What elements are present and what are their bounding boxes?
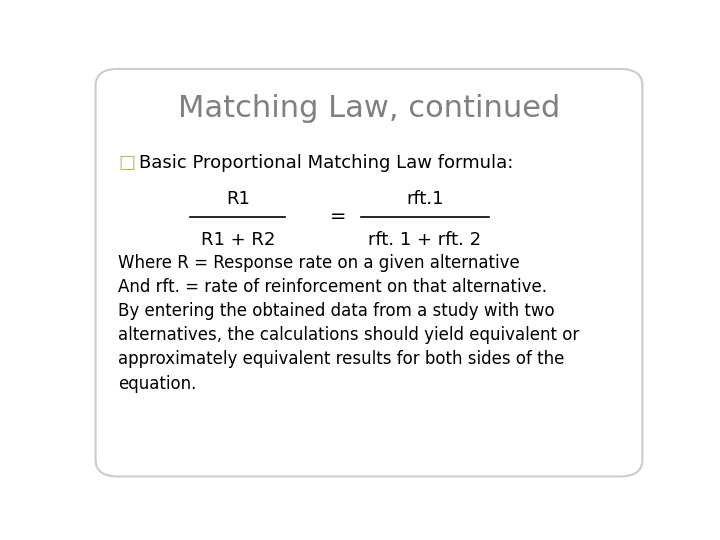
Text: Basic Proportional Matching Law formula:: Basic Proportional Matching Law formula: [139, 154, 513, 172]
Text: □: □ [118, 154, 135, 172]
Text: R1 + R2: R1 + R2 [201, 231, 275, 249]
Text: equation.: equation. [118, 375, 197, 393]
Text: =: = [330, 207, 346, 226]
FancyBboxPatch shape [96, 69, 642, 476]
Text: By entering the obtained data from a study with two: By entering the obtained data from a stu… [118, 302, 554, 320]
Text: And rft. = rate of reinforcement on that alternative.: And rft. = rate of reinforcement on that… [118, 278, 547, 296]
Text: R1: R1 [226, 190, 250, 208]
Text: rft. 1 + rft. 2: rft. 1 + rft. 2 [368, 231, 482, 249]
Text: approximately equivalent results for both sides of the: approximately equivalent results for bot… [118, 350, 564, 368]
Text: Where R = Response rate on a given alternative: Where R = Response rate on a given alter… [118, 254, 520, 272]
Text: Matching Law, continued: Matching Law, continued [178, 94, 560, 123]
Text: alternatives, the calculations should yield equivalent or: alternatives, the calculations should yi… [118, 326, 579, 345]
Text: rft.1: rft.1 [406, 190, 444, 208]
